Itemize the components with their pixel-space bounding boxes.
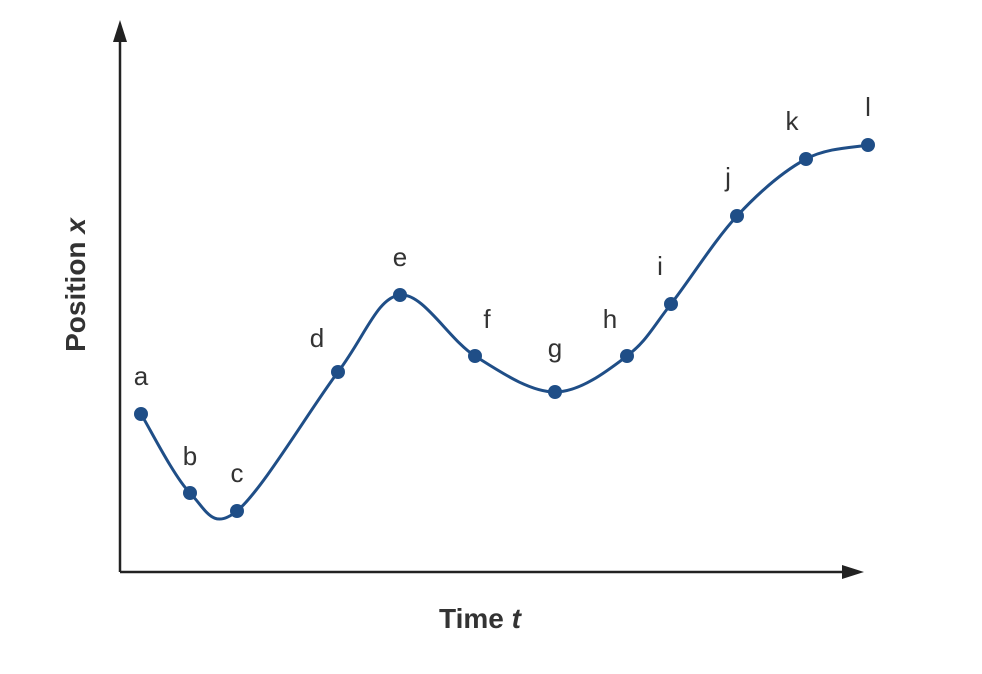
point xyxy=(230,504,244,518)
point xyxy=(664,297,678,311)
point xyxy=(861,138,875,152)
x-axis-title: Time t xyxy=(439,603,523,634)
point-label: j xyxy=(724,162,731,192)
point xyxy=(468,349,482,363)
point-label: d xyxy=(310,323,324,353)
point-label: l xyxy=(865,92,871,122)
y-axis-title: Position x xyxy=(60,217,91,352)
curve-layer: a b c d e f g h i j k l xyxy=(134,92,875,521)
point-label: b xyxy=(183,441,197,471)
x-axis-arrow xyxy=(842,565,864,579)
x-axis-label: Time xyxy=(439,603,504,634)
point xyxy=(730,209,744,223)
y-axis-arrow xyxy=(113,20,127,42)
point-label: k xyxy=(786,106,800,136)
y-axis-variable: x xyxy=(60,217,91,236)
point-label: i xyxy=(657,251,663,281)
point xyxy=(134,407,148,421)
axes xyxy=(113,20,864,579)
point-label: g xyxy=(548,333,562,363)
point-label: c xyxy=(231,458,244,488)
point-label: a xyxy=(134,361,149,391)
curve xyxy=(139,143,869,521)
point xyxy=(393,288,407,302)
y-axis-label: Position xyxy=(60,241,91,351)
point xyxy=(331,365,345,379)
point xyxy=(183,486,197,500)
point-label: f xyxy=(483,304,491,334)
point-label: h xyxy=(603,304,617,334)
point xyxy=(620,349,634,363)
x-axis-variable: t xyxy=(512,603,523,634)
point xyxy=(799,152,813,166)
point xyxy=(548,385,562,399)
point-label: e xyxy=(393,242,407,272)
